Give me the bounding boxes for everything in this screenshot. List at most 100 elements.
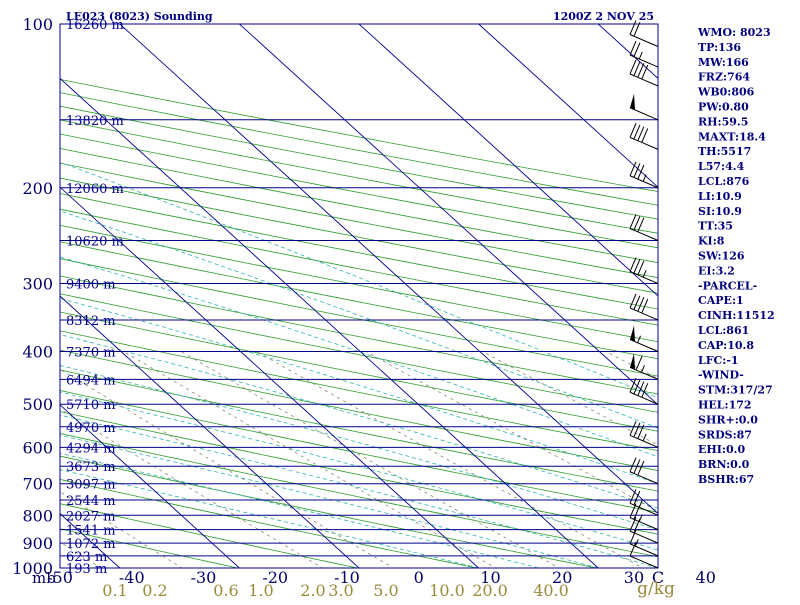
mixing-ratio-tick-label: 10.0 <box>429 581 465 600</box>
sounding-index: LCL:861 <box>698 324 749 337</box>
wind-barb-flag <box>637 126 645 141</box>
wind-barb <box>629 40 659 68</box>
sounding-indices-panel: WMO: 8023 TP:136 MW:166 FRZ:764 WB0:806 PW:0.… <box>697 26 775 486</box>
wind-barb-half-flag <box>642 269 647 278</box>
wind-barb-flag <box>629 214 637 229</box>
pressure-tick-label: 600 <box>22 438 53 457</box>
sounding-index: TH:5517 <box>698 145 751 158</box>
height-label: 1541 m <box>66 524 116 539</box>
pressure-tick-label: 400 <box>22 343 53 362</box>
sounding-index: RH:59.5 <box>698 115 748 128</box>
isotherm <box>60 404 241 568</box>
sounding-datetime: 1200Z 2 NOV 25 <box>553 10 654 23</box>
sounding-index: KI:8 <box>698 235 725 248</box>
wind-barb <box>629 257 659 285</box>
isotherm <box>358 24 658 297</box>
sounding-index: CAPE:1 <box>698 294 744 307</box>
wind-barb-flag <box>633 163 641 178</box>
temperature-tick-label: -40 <box>119 568 145 587</box>
wind-barb-shaft <box>629 530 659 544</box>
sounding-index: BRN:0.0 <box>698 458 750 471</box>
sounding-index: EI:3.2 <box>698 264 735 277</box>
wind-barb-shaft <box>629 34 659 47</box>
isotherm <box>119 24 658 515</box>
wind-barb-flag <box>637 381 645 396</box>
isotherms <box>60 24 658 568</box>
wind-barb <box>629 457 659 485</box>
wind-barb-flag <box>637 424 645 439</box>
dry-adiabat <box>60 528 240 568</box>
wind-barb-flag <box>629 20 637 35</box>
height-label: 1072 m <box>66 537 116 552</box>
wind-barb-half-flag <box>634 538 639 547</box>
height-label: 13820 m <box>66 114 124 129</box>
sounding-title: LE023 (8023) Sounding <box>66 10 213 23</box>
wind-barb-flag <box>633 295 641 310</box>
temperature-tick-label: -50 <box>47 568 73 587</box>
wind-barb-half-flag <box>642 174 647 182</box>
wind-barb-flag <box>629 59 637 75</box>
plot-area <box>60 24 658 568</box>
mixing-ratio-lines <box>60 351 658 568</box>
sounding-index: WB0:806 <box>697 86 755 99</box>
mixing-ratio-tick-label: 1.0 <box>248 581 273 600</box>
wind-barb-half-flag <box>637 335 642 343</box>
wind-barb-flag <box>641 64 649 80</box>
wind-barb-shaft <box>629 136 659 150</box>
sounding-index: MW:166 <box>698 56 749 69</box>
wind-barb <box>629 214 659 241</box>
height-label: 8312 m <box>66 314 116 329</box>
wind-barb <box>629 489 659 516</box>
moist-adiabat <box>60 256 658 458</box>
plot-datetime: 1200Z 2 NOV 25 <box>553 10 654 23</box>
mixing-ratio-tick-label: 5.0 <box>373 581 398 600</box>
temperature-tick-label: 30 <box>624 568 644 587</box>
sounding-index: -PARCEL- <box>698 279 757 292</box>
isotherm <box>238 24 658 406</box>
pressure-tick-label: 800 <box>22 506 53 525</box>
sounding-index: TP:136 <box>698 41 741 54</box>
wind-barb-flag <box>629 40 637 56</box>
wind-barb-shaft <box>629 73 659 87</box>
wind-barb <box>629 20 659 47</box>
sounding-index: LFC:-1 <box>698 354 739 367</box>
temperature-tick-label: 40 <box>696 568 716 587</box>
height-labels: 16260 m 13820 m 12060 m 10620 m 9400 m 8312 m… <box>66 18 124 577</box>
temperature-tick-label: 10 <box>480 568 500 587</box>
isotherm <box>60 295 360 568</box>
height-label: 12060 m <box>66 182 124 197</box>
pressure-axis: 100 200 300 400 500 600 700 800 900 1000 <box>12 15 53 578</box>
wind-barb-flag <box>629 123 637 138</box>
sounding-index: HEL:172 <box>698 399 752 412</box>
wind-barb-shaft <box>629 471 659 485</box>
moist-adiabat <box>60 414 658 568</box>
wind-barb <box>629 421 659 448</box>
wind-barb-shaft <box>629 555 659 569</box>
wind-barb-shaft <box>629 175 659 189</box>
wind-barb-flag <box>635 355 643 371</box>
dry-adiabat <box>60 349 658 471</box>
wind-barb-shaft <box>629 54 659 68</box>
sounding-index: SRDS:87 <box>698 428 752 441</box>
height-label: 4294 m <box>66 441 116 456</box>
sounding-index: FRZ:764 <box>698 71 750 84</box>
dry-adiabat <box>60 455 599 568</box>
wind-barb-flag <box>633 422 641 438</box>
height-label: 9400 m <box>66 278 116 293</box>
temperature-tick-label: 0 <box>414 568 424 587</box>
moist-adiabat <box>61 162 658 399</box>
moist-adiabat <box>60 298 658 484</box>
height-label: 7370 m <box>66 346 116 361</box>
dry-adiabat <box>60 369 658 492</box>
wind-barb-shaft <box>629 517 659 531</box>
height-label: 3097 m <box>66 478 116 493</box>
mixing-ratio-line <box>123 351 497 568</box>
mixing-ratio-tick-label: 0.2 <box>142 581 167 600</box>
height-label: 6494 m <box>66 373 116 388</box>
wind-barb-flag <box>629 489 637 504</box>
mixing-ratio-line <box>256 351 644 568</box>
height-label: 193 m <box>66 562 107 577</box>
sounding-index: L57:4.4 <box>698 160 745 173</box>
wind-barb <box>629 59 659 87</box>
